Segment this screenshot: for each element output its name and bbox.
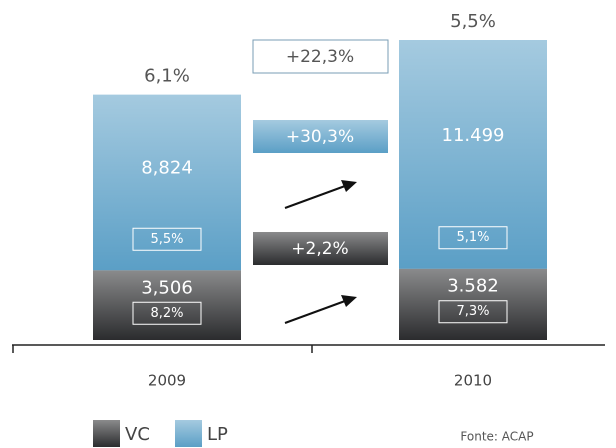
share-label: 8,2% <box>150 306 183 321</box>
growth-sheen <box>253 232 388 265</box>
arrow-head <box>341 295 357 307</box>
total-label: 6,1% <box>144 66 190 87</box>
arrow-head <box>341 180 357 192</box>
share-label: 7,3% <box>456 304 489 319</box>
arrow <box>284 300 346 324</box>
legend-sheen <box>93 420 120 447</box>
value-label: 3,506 <box>141 277 193 298</box>
share-label: 5,1% <box>456 230 489 245</box>
share-box <box>132 301 202 325</box>
x-tick-label: 2010 <box>454 372 492 390</box>
value-label: 11.499 <box>442 125 505 146</box>
legend-sheen <box>175 420 202 447</box>
value-label: 3.582 <box>447 276 499 297</box>
share-label: 5,5% <box>150 232 183 247</box>
bar-sheen <box>399 40 547 269</box>
share-box <box>132 227 202 251</box>
share-box <box>438 300 508 324</box>
arrow <box>284 185 346 209</box>
legend-label: VC <box>125 424 150 445</box>
growth-label: +30,3% <box>286 127 354 147</box>
growth-label: +22,3% <box>286 47 354 67</box>
bar-sheen <box>93 270 241 340</box>
share-box <box>438 226 508 250</box>
source: Fonte: ACAP <box>460 430 533 444</box>
legend-label: LP <box>207 424 228 445</box>
bar-sheen <box>399 268 547 340</box>
total-label: 5,5% <box>450 11 496 32</box>
value-label: 8,824 <box>141 157 193 178</box>
bar-sheen <box>93 94 241 271</box>
growth-sheen <box>253 120 388 153</box>
growth-box <box>252 39 389 74</box>
x-tick-label: 2009 <box>148 372 186 390</box>
growth-label: +2,2% <box>291 239 348 259</box>
